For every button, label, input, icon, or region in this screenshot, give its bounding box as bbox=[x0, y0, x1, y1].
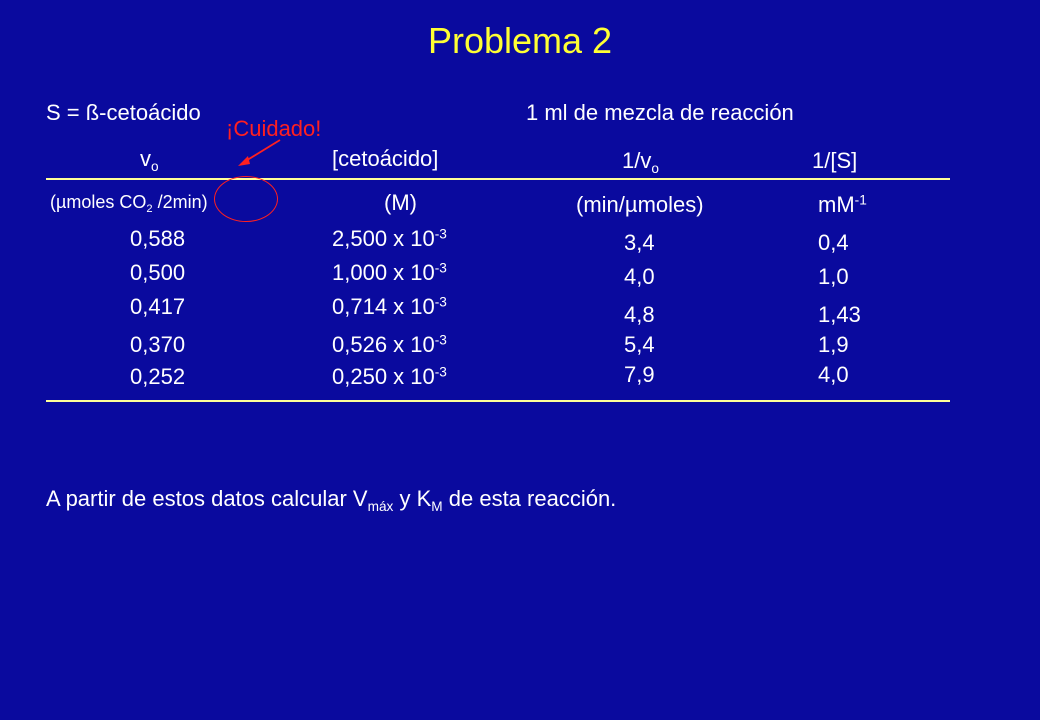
cell-inverse-s: 1,0 bbox=[818, 264, 849, 289]
cell-concentration: 2,500 x 10-3 bbox=[332, 226, 447, 251]
bottom-rule bbox=[46, 400, 950, 402]
cell-inverse-vo: 5,4 bbox=[624, 332, 655, 357]
header-inverse-vo: 1/vo bbox=[622, 148, 659, 176]
unit-inverse-vo: (min/µmoles) bbox=[576, 192, 704, 217]
header-concentration: [cetoácido] bbox=[332, 146, 439, 171]
cell-inverse-s: 1,9 bbox=[818, 332, 849, 357]
cell-vo: 0,370 bbox=[130, 332, 186, 357]
header-vo: vo bbox=[140, 146, 159, 174]
cell-inverse-vo: 4,0 bbox=[624, 264, 655, 289]
warning-label: ¡Cuidado! bbox=[226, 116, 322, 141]
cell-vo: 0,588 bbox=[130, 226, 186, 251]
top-rule bbox=[46, 178, 950, 180]
task-statement: A partir de estos datos calcular Vmáx y … bbox=[46, 486, 617, 514]
cell-vo: 0,500 bbox=[130, 260, 186, 285]
warning-arrow-icon bbox=[238, 139, 281, 166]
cell-inverse-vo: 4,8 bbox=[624, 302, 655, 327]
substrate-label: S = ß-cetoácido bbox=[46, 100, 201, 125]
cell-inverse-s: 4,0 bbox=[818, 362, 849, 387]
cell-vo: 0,417 bbox=[130, 294, 186, 319]
warning-highlight-ellipse bbox=[214, 176, 278, 222]
slide-title: Problema 2 bbox=[427, 20, 613, 61]
cell-concentration: 0,250 x 10-3 bbox=[332, 364, 447, 389]
cell-inverse-s: 1,43 bbox=[818, 302, 861, 327]
cell-inverse-vo: 3,4 bbox=[624, 230, 655, 255]
unit-vo: (µmoles CO2 /2min) bbox=[50, 192, 208, 215]
unit-inverse-s: mM-1 bbox=[818, 192, 867, 217]
cell-inverse-s: 0,4 bbox=[818, 230, 849, 255]
cell-concentration: 0,714 x 10-3 bbox=[332, 294, 447, 319]
cell-concentration: 1,000 x 10-3 bbox=[332, 260, 447, 285]
mixture-label: 1 ml de mezcla de reacción bbox=[526, 100, 794, 125]
unit-concentration: (M) bbox=[384, 190, 417, 215]
header-inverse-s: 1/[S] bbox=[812, 148, 858, 173]
cell-inverse-vo: 7,9 bbox=[624, 362, 655, 387]
cell-concentration: 0,526 x 10-3 bbox=[332, 332, 447, 357]
cell-vo: 0,252 bbox=[130, 364, 186, 389]
